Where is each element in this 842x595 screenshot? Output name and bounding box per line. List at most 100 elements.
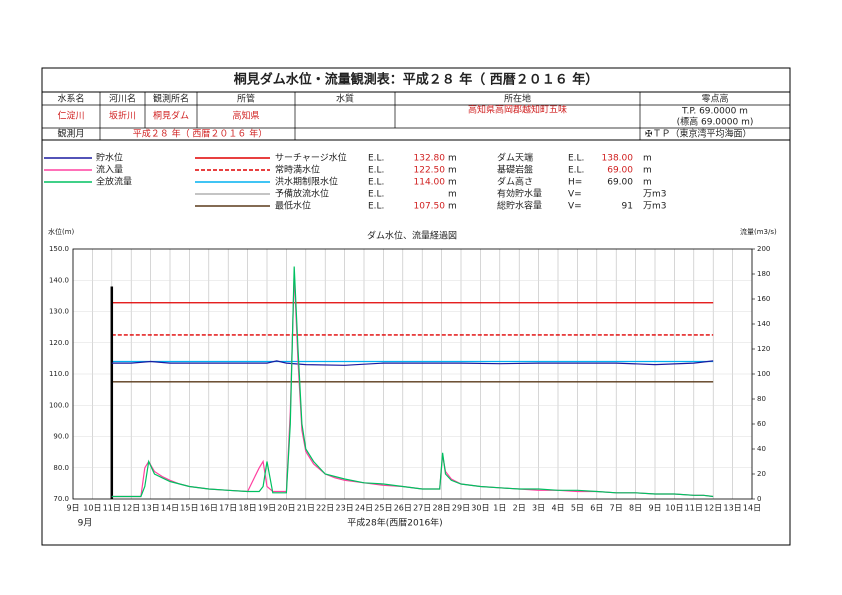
y2-tick-label: 180 — [757, 270, 770, 278]
legend-value: 114.00 — [414, 178, 446, 188]
y-tick-label: 100.0 — [49, 401, 69, 409]
legend-unit: m — [448, 166, 457, 176]
y-tick-label: 140.0 — [49, 276, 69, 284]
x-tick-label: 12日 — [704, 504, 722, 513]
x-tick-label: 11日 — [103, 504, 121, 513]
y-tick-label: 90.0 — [53, 433, 69, 441]
spec-prefix: E.L. — [568, 166, 584, 176]
x-tick-label: 11日 — [685, 504, 703, 513]
header-label: 水質 — [336, 93, 354, 105]
y2-tick-label: 60 — [757, 420, 766, 428]
x-tick-label: 14日 — [161, 504, 179, 513]
x-tick-label: 10日 — [665, 504, 683, 513]
y2-tick-label: 100 — [757, 370, 770, 378]
x-tick-label: 28日 — [433, 504, 451, 513]
x-tick-label: 3日 — [532, 504, 545, 513]
month-value: 平成２８ 年（ 西暦２０１６ 年） — [133, 128, 268, 140]
x-tick-label: 7日 — [610, 504, 623, 513]
spec-name: 有効貯水量 — [497, 188, 542, 200]
spec-name: 基礎岩盤 — [497, 164, 533, 176]
y2-tick-label: 160 — [757, 295, 770, 303]
x-tick-label: 12日 — [122, 504, 140, 513]
x-tick-label: 8日 — [629, 504, 642, 513]
series-line — [111, 266, 714, 498]
legend-prefix: E.L. — [368, 154, 384, 164]
spec-unit: m — [643, 166, 652, 176]
legend-label: 流入量 — [96, 164, 123, 176]
x-axis-label: 平成28年(西暦2016年) — [347, 517, 442, 529]
spec-name: ダム天端 — [497, 152, 533, 164]
legend-label: 予備放流水位 — [275, 188, 329, 200]
header-value: 坂折川 — [109, 110, 136, 122]
legend-label: サーチャージ水位 — [275, 152, 347, 164]
x-tick-label: 2日 — [513, 504, 526, 513]
legend-label: 常時満水位 — [275, 164, 320, 176]
x-tick-label: 13日 — [142, 504, 160, 513]
spec-value: 138.00 — [602, 154, 634, 164]
header-label: 河川名 — [109, 93, 136, 105]
x-tick-label: 1日 — [493, 504, 506, 513]
spec-unit: m — [643, 178, 652, 188]
y-tick-label: 150.0 — [49, 245, 69, 253]
header-label: 零点高 — [701, 93, 728, 105]
legend-value: 122.50 — [414, 166, 446, 176]
legend-prefix: E.L. — [368, 202, 384, 212]
chart-title: ダム水位、流量経過図 — [367, 230, 457, 242]
x-tick-label: 9日 — [66, 504, 79, 513]
legend-unit: m — [448, 154, 457, 164]
legend-unit: m — [448, 190, 457, 200]
legend-unit: m — [448, 178, 457, 188]
y-tick-label: 80.0 — [53, 464, 69, 472]
spec-name: ダム高さ — [497, 176, 533, 188]
legend-value: 107.50 — [414, 202, 446, 212]
legend-label: 最低水位 — [275, 200, 311, 212]
header-label: 観測所名 — [153, 93, 189, 105]
y2-tick-label: 120 — [757, 345, 770, 353]
x-tick-label: 15日 — [180, 504, 198, 513]
legend-prefix: E.L. — [368, 190, 384, 200]
y2-tick-label: 0 — [757, 495, 761, 503]
zero-point: T.P. 69.0000 m — [681, 107, 748, 117]
month-label: 観測月 — [57, 128, 84, 140]
frame — [41, 67, 791, 546]
y2-tick-label: 20 — [757, 470, 766, 478]
x-tick-label: 21日 — [297, 504, 315, 513]
x-tick-label: 30日 — [471, 504, 489, 513]
legend-value: 132.80 — [414, 154, 446, 164]
x-tick-label: 23日 — [336, 504, 354, 513]
x-tick-label: 24日 — [355, 504, 373, 513]
header-label: 所管 — [237, 93, 255, 105]
datum: ✠ＴＰ（東京湾平均海面） — [645, 128, 752, 140]
x-tick-label: 10日 — [83, 504, 101, 513]
header-label: 水系名 — [57, 93, 84, 105]
x-tick-label: 16日 — [200, 504, 218, 513]
series-line — [111, 273, 714, 498]
y2-tick-label: 200 — [757, 245, 770, 253]
y2-tick-label: 40 — [757, 445, 766, 453]
y-tick-label: 120.0 — [49, 339, 69, 347]
y2-axis-label: 流量(m3/s) — [740, 227, 777, 236]
spec-prefix: H= — [568, 178, 582, 188]
x-tick-label: 20日 — [277, 504, 295, 513]
y-axis-label: 水位(m) — [48, 227, 75, 236]
y2-tick-label: 140 — [757, 320, 770, 328]
spec-unit: 万m3 — [643, 202, 667, 212]
spec-unit: 万m3 — [643, 190, 667, 200]
x-tick-label: 22日 — [316, 504, 334, 513]
legend-label: 洪水期制限水位 — [275, 176, 338, 188]
header-value: 仁淀川 — [57, 110, 84, 122]
spec-value: 69.00 — [607, 166, 633, 176]
spec-value: 91 — [622, 202, 633, 212]
zero-point: (標高 69.0000 m) — [677, 116, 754, 128]
x-tick-label: 6日 — [590, 504, 603, 513]
header-value: 高知県高岡郡越知町五味 — [468, 104, 567, 116]
spec-prefix: E.L. — [568, 154, 584, 164]
x-tick-label: 18日 — [239, 504, 257, 513]
x-tick-label: 13日 — [724, 504, 742, 513]
x-tick-label: 26日 — [394, 504, 412, 513]
header-value: 高知県 — [232, 110, 259, 122]
x-tick-label: 14日 — [743, 504, 761, 513]
spec-value: 69.00 — [607, 178, 633, 188]
x-tick-label: 29日 — [452, 504, 470, 513]
